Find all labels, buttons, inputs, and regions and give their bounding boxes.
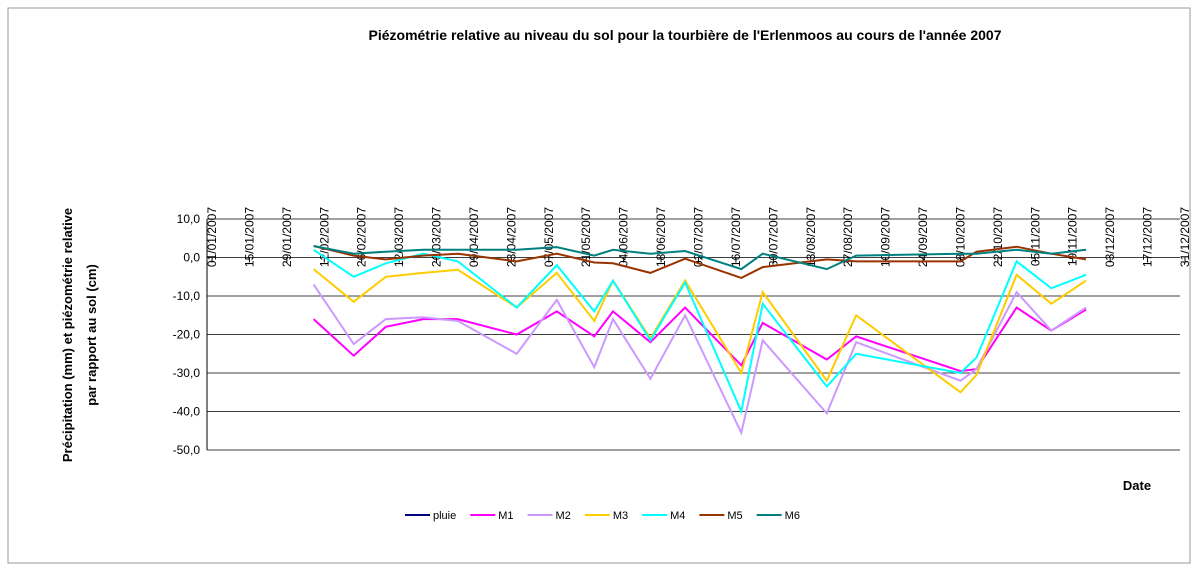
y-tick-label: -50,0 [173,443,201,457]
x-tick-label: 26/02/2007 [355,207,369,267]
x-tick-label: 15/01/2007 [242,207,256,267]
chart-border [7,7,1191,564]
x-tick-label: 16/07/2007 [729,207,743,267]
legend-label: pluie [433,510,456,522]
x-tick-label: 05/11/2007 [1028,207,1042,266]
x-tick-label: 01/01/2007 [205,207,219,267]
x-tick-label: 27/08/2007 [841,207,855,267]
x-tick-label: 02/07/2007 [692,207,706,267]
x-tick-label: 29/01/2007 [280,207,294,267]
legend-label: M1 [498,510,513,522]
x-tick-label: 18/06/2007 [654,207,668,267]
y-tick-label: -20,0 [173,328,201,342]
legend-label: M4 [670,510,685,522]
x-tick-label: 24/09/2007 [916,207,930,267]
x-tick-label: 17/12/2007 [1141,207,1155,267]
legend-label: M5 [727,510,742,522]
x-tick-label: 04/06/2007 [617,207,631,267]
chart-title: Piézométrie relative au niveau du sol po… [369,27,1002,43]
legend-label: M2 [556,510,571,522]
x-tick-label: 23/04/2007 [504,207,518,267]
x-tick-label: 10/09/2007 [879,207,893,267]
legend-label: M3 [613,510,628,522]
y-tick-label: -30,0 [173,366,201,380]
x-tick-label: 13/08/2007 [804,207,818,267]
y-axis-label: Précipitation (mm) et piézométrie relati… [60,208,75,462]
x-tick-label: 31/12/2007 [1178,207,1192,267]
x-tick-label: 21/05/2007 [579,207,593,267]
series-line [312,283,1087,436]
x-tick-label: 08/10/2007 [953,207,967,267]
x-tick-label: 12/02/2007 [317,207,331,267]
x-tick-label: 26/03/2007 [430,207,444,267]
x-tick-label: 07/05/2007 [542,207,556,267]
series-line [313,248,1087,415]
legend-label: M6 [785,510,800,522]
y-axis-label: par rapport au sol (cm) [84,264,99,406]
x-tick-label: 09/04/2007 [467,207,481,267]
x-tick-label: 03/12/2007 [1103,207,1117,267]
series-line [313,245,1087,271]
x-tick-label: 30/07/2007 [766,207,780,267]
x-tick-label: 22/10/2007 [991,207,1005,267]
x-axis-label: Date [1123,478,1151,493]
y-tick-label: 0,0 [183,251,200,265]
series-line [312,306,1087,373]
y-tick-label: 10,0 [177,212,201,226]
y-tick-label: -10,0 [173,289,201,303]
y-tick-label: -40,0 [173,405,201,419]
